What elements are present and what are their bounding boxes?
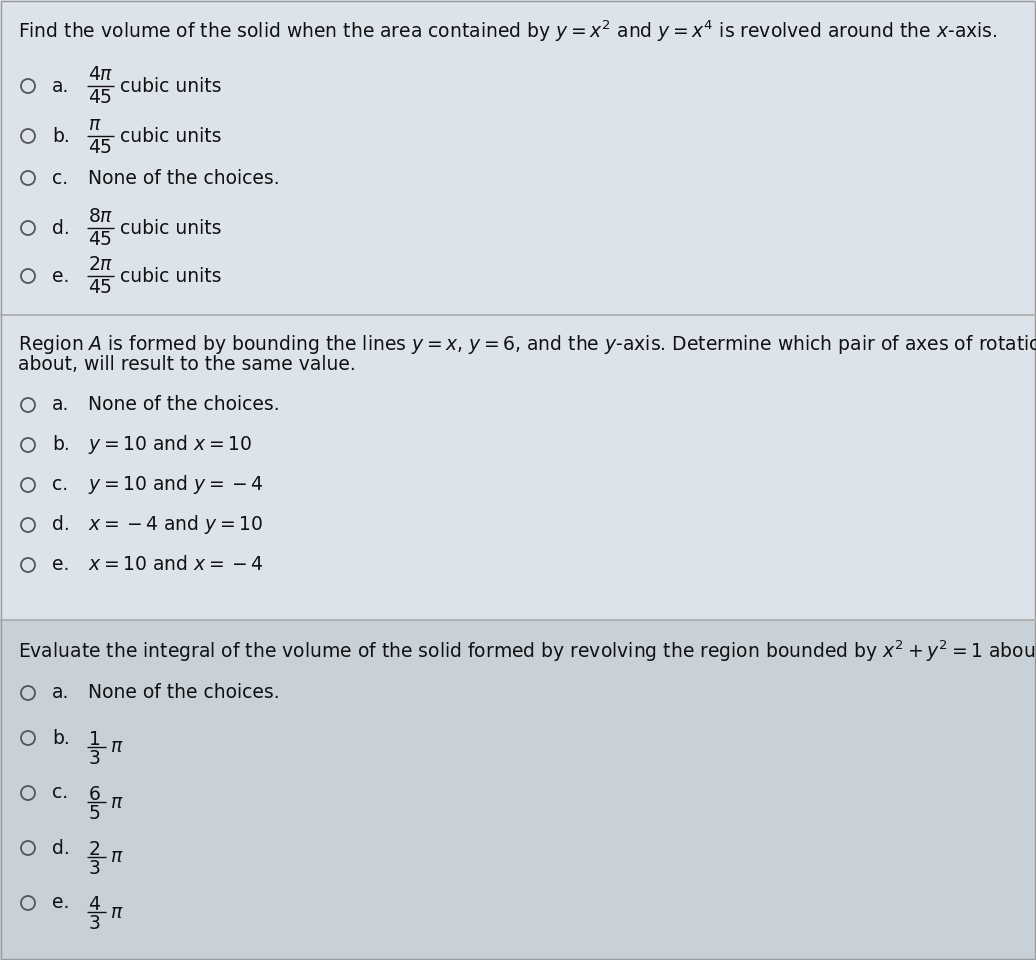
Text: $2$: $2$ [88, 840, 100, 859]
Text: a.: a. [52, 77, 69, 95]
Text: e.: e. [52, 267, 69, 285]
Text: None of the choices.: None of the choices. [88, 169, 280, 187]
Text: $45$: $45$ [88, 88, 112, 107]
Text: about, will result to the same value.: about, will result to the same value. [18, 355, 355, 374]
Text: $\pi$: $\pi$ [110, 902, 123, 922]
Text: b.: b. [52, 127, 69, 146]
Text: d.: d. [52, 516, 69, 535]
Text: None of the choices.: None of the choices. [88, 684, 280, 703]
Text: d.: d. [52, 219, 69, 237]
Text: b.: b. [52, 436, 69, 454]
Text: $45$: $45$ [88, 278, 112, 297]
Text: b.: b. [52, 729, 69, 748]
Text: $\pi$: $\pi$ [88, 115, 102, 134]
Text: $4$: $4$ [88, 895, 100, 914]
Text: $3$: $3$ [88, 859, 100, 878]
Text: $\pi$: $\pi$ [110, 737, 123, 756]
Text: $y = 10$ and $y = -4$: $y = 10$ and $y = -4$ [88, 473, 264, 496]
Text: $4\pi$: $4\pi$ [88, 65, 114, 84]
Text: $2\pi$: $2\pi$ [88, 255, 114, 274]
Bar [0, 315, 1036, 620]
Text: $5$: $5$ [88, 804, 100, 823]
Text: $8\pi$: $8\pi$ [88, 207, 114, 226]
Bar [0, 0, 1036, 315]
Text: $x = -4$ and $y = 10$: $x = -4$ and $y = 10$ [88, 514, 263, 537]
Text: a.: a. [52, 684, 69, 703]
Text: d.: d. [52, 838, 69, 857]
Bar [0, 620, 1036, 960]
Text: $x = 10$ and $x = -4$: $x = 10$ and $x = -4$ [88, 556, 264, 574]
Text: $\pi$: $\pi$ [110, 793, 123, 811]
Text: e.: e. [52, 894, 69, 913]
Text: c.: c. [52, 475, 68, 494]
Text: Evaluate the integral of the volume of the solid formed by revolving the region : Evaluate the integral of the volume of t… [18, 638, 1036, 663]
Text: Find the volume of the solid when the area contained by $y = x^2$ and $y = x^4$ : Find the volume of the solid when the ar… [18, 18, 998, 43]
Text: $1$: $1$ [88, 730, 100, 749]
Text: Region $\mathit{A}$ is formed by bounding the lines $y = x$, $y = 6$, and the $y: Region $\mathit{A}$ is formed by boundin… [18, 333, 1036, 356]
Text: $3$: $3$ [88, 749, 100, 768]
Text: $\pi$: $\pi$ [110, 848, 123, 867]
Text: c.: c. [52, 783, 68, 803]
Text: cubic units: cubic units [120, 127, 222, 146]
Text: $45$: $45$ [88, 230, 112, 249]
Text: $3$: $3$ [88, 914, 100, 933]
Text: $6$: $6$ [88, 785, 100, 804]
Text: e.: e. [52, 556, 69, 574]
Text: cubic units: cubic units [120, 77, 222, 95]
Text: a.: a. [52, 396, 69, 415]
Text: cubic units: cubic units [120, 267, 222, 285]
Text: None of the choices.: None of the choices. [88, 396, 280, 415]
Text: $45$: $45$ [88, 138, 112, 157]
Text: $y = 10$ and $x = 10$: $y = 10$ and $x = 10$ [88, 434, 253, 457]
Text: cubic units: cubic units [120, 219, 222, 237]
Text: c.: c. [52, 169, 68, 187]
